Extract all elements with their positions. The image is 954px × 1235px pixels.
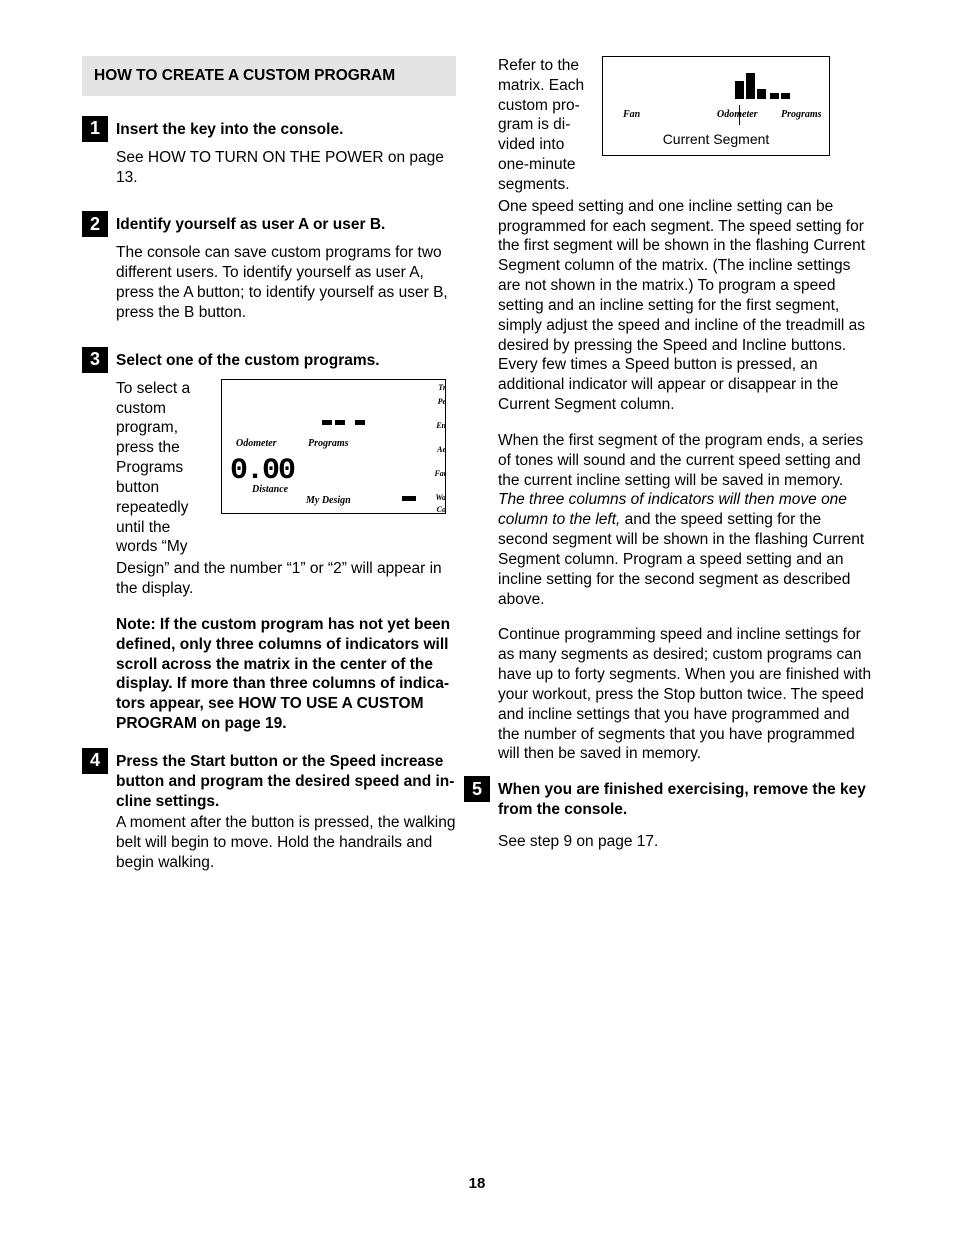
panel1-odometer-label: Odometer bbox=[236, 438, 277, 451]
step-1-title: Insert the key into the console. bbox=[116, 120, 343, 140]
step-4-body-left: A moment after the button is pressed, th… bbox=[116, 813, 456, 872]
step-1-body: See HOW TO TURN ON THE POWER on page 13. bbox=[116, 148, 456, 188]
panel1-digits: 0.00 bbox=[230, 452, 294, 490]
edge-label: Wa bbox=[434, 494, 446, 502]
step-3-note: Note: If the custom program has not yet … bbox=[116, 615, 456, 734]
display-panel-1: Odometer Programs Distance My Design 0.0… bbox=[221, 379, 446, 514]
page-number: 18 bbox=[0, 1174, 954, 1193]
section-header: HOW TO CREATE A CUSTOM PROGRAM bbox=[82, 56, 456, 96]
step-2-text: The console can save custom programs for… bbox=[116, 243, 456, 322]
step-4-title: Press the Start button or the Speed incr… bbox=[116, 752, 456, 811]
panel1-programs-label: Programs bbox=[308, 438, 349, 451]
edge-label: Fat bbox=[434, 470, 446, 478]
step-4-wrap-text: Refer to the matrix. Each custom pro­gra… bbox=[498, 56, 592, 195]
step-5-header: 5 When you are finished exercising, remo… bbox=[464, 780, 872, 820]
step-3-body: To select a custom program, press the Pr… bbox=[116, 379, 456, 734]
step-2-title: Identify yourself as user A or user B. bbox=[116, 215, 385, 235]
panel1-mydesign-label: My Design bbox=[306, 495, 351, 508]
step-number-5: 5 bbox=[464, 776, 490, 802]
step-4-text-1: A moment after the button is pressed, th… bbox=[116, 813, 456, 872]
step-4-p3: Continue programming speed and incline s… bbox=[498, 625, 872, 764]
panel2-odometer-label: Odometer bbox=[717, 109, 758, 122]
step-number-3: 3 bbox=[82, 347, 108, 373]
step-number-2: 2 bbox=[82, 211, 108, 237]
panel2-fan-label: Fan bbox=[623, 109, 640, 122]
step-4-p2: When the first segment of the program en… bbox=[498, 431, 872, 609]
step-2-body: The console can save custom programs for… bbox=[116, 243, 456, 322]
step-3-title: Select one of the custom programs. bbox=[116, 351, 380, 371]
edge-label: En bbox=[434, 422, 446, 430]
panel1-edge-labels: Tr Pe En Ae Fat Wa Co bbox=[434, 384, 446, 514]
panel2-programs-label: Programs bbox=[781, 109, 822, 122]
display-panel-2: Fan Odometer Programs Current Segment bbox=[602, 56, 830, 156]
step-1-text: See HOW TO TURN ON THE POWER on page 13. bbox=[116, 148, 456, 188]
step-1-header: 1 Insert the key into the console. bbox=[82, 120, 456, 142]
step-3-header: 3 Select one of the custom programs. bbox=[82, 351, 456, 373]
panel1-bars bbox=[322, 420, 365, 425]
step-4-p1: One speed setting and one incline settin… bbox=[498, 197, 872, 415]
step-4-header: 4 Press the Start button or the Speed in… bbox=[82, 752, 456, 811]
edge-label: Tr bbox=[434, 384, 446, 392]
panel2-bars bbox=[735, 73, 790, 99]
step-number-4: 4 bbox=[82, 748, 108, 774]
step-5-body: See step 9 on page 17. bbox=[498, 832, 872, 852]
step-4-top-wrap: Refer to the matrix. Each custom pro­gra… bbox=[498, 56, 872, 195]
panel1-indicator bbox=[402, 496, 416, 501]
edge-label: Ae bbox=[434, 446, 446, 454]
step-3-wrap-text: To select a custom program, press the Pr… bbox=[116, 379, 211, 557]
step-2-header: 2 Identify yourself as user A or user B. bbox=[82, 215, 456, 237]
step-4-p2a: When the first segment of the program en… bbox=[498, 432, 863, 489]
step-5-text: See step 9 on page 17. bbox=[498, 832, 872, 852]
edge-label: Pe bbox=[434, 398, 446, 406]
step-3-rest: Design” and the number “1” or “2” will a… bbox=[116, 559, 456, 599]
panel2-pointer-line bbox=[739, 105, 740, 125]
panel2-current-segment: Current Segment bbox=[603, 131, 829, 149]
step-number-1: 1 bbox=[82, 116, 108, 142]
edge-label: Co bbox=[434, 506, 446, 514]
step-5-title: When you are finished exercising, remove… bbox=[498, 780, 872, 820]
